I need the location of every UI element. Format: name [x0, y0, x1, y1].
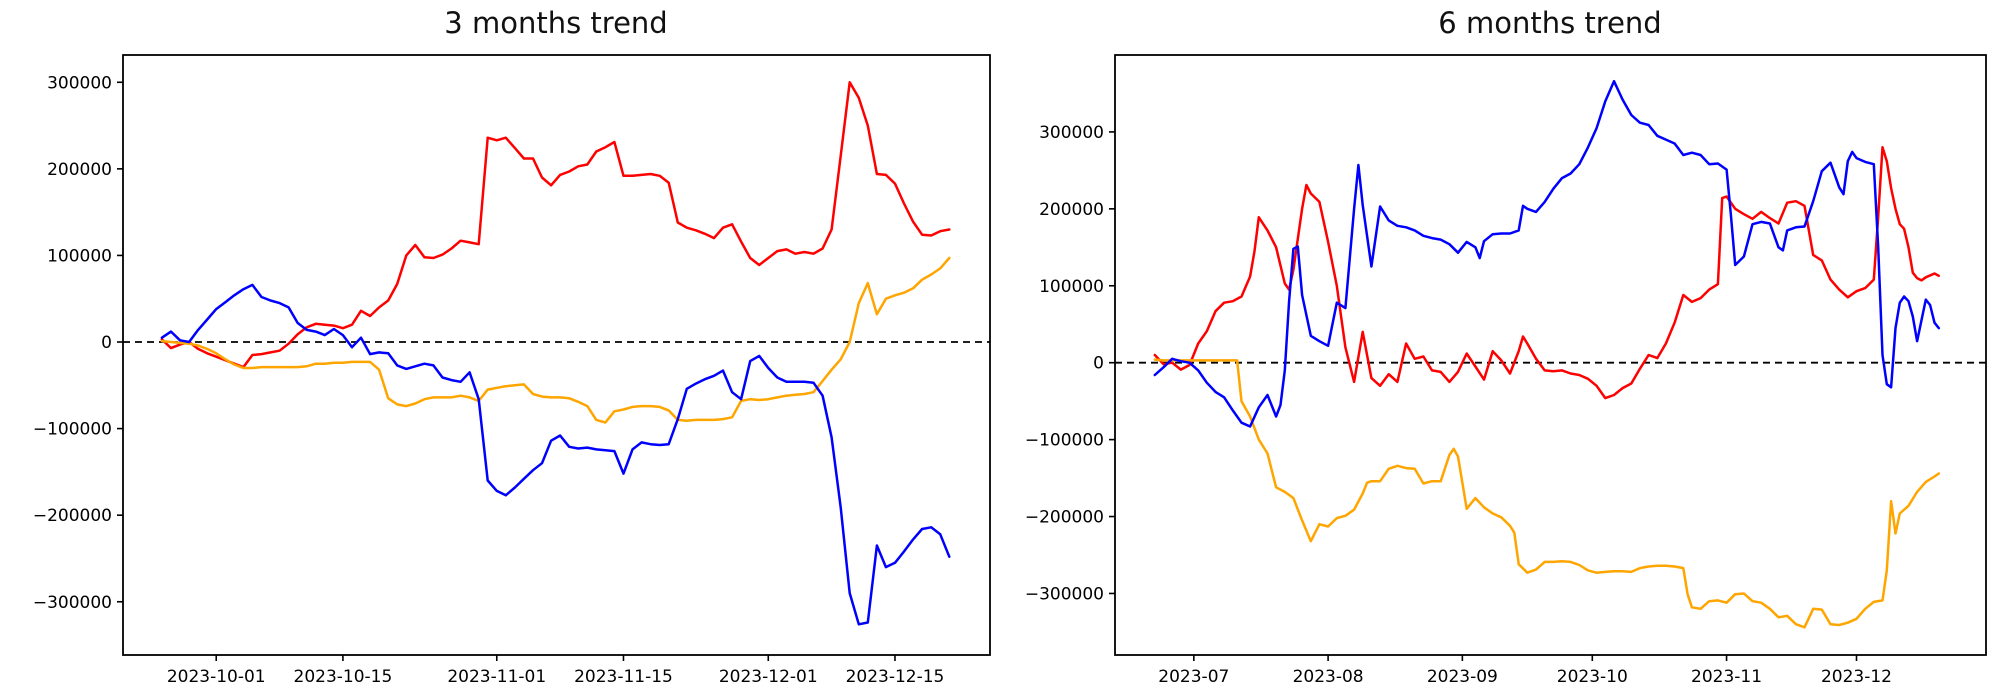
x-tick-label: 2023-11-01 — [447, 667, 546, 687]
red-series — [1153, 146, 1941, 400]
plot-border — [122, 54, 991, 656]
plot-border — [1114, 54, 1987, 656]
y-tick-label: 0 — [101, 333, 112, 353]
y-tick-label: 200000 — [47, 160, 112, 180]
x-tick-label: 2023-11-15 — [574, 667, 673, 687]
y-tick-label: −200000 — [33, 506, 112, 526]
y-tick-label: −300000 — [33, 593, 112, 613]
chart-title-6-months: 6 months trend — [1438, 6, 1662, 40]
y-tick-label: 100000 — [47, 246, 112, 266]
x-tick-label: 2023-12-15 — [846, 667, 945, 687]
y-tick-label: 300000 — [1039, 123, 1104, 143]
chart-title-3-months: 3 months trend — [444, 6, 668, 40]
y-tick-label: 0 — [1093, 354, 1104, 374]
x-tick-label: 2023-11 — [1691, 667, 1762, 687]
red-series — [160, 81, 951, 369]
orange-series — [160, 256, 951, 424]
x-tick-label: 2023-10-15 — [294, 667, 393, 687]
y-tick-label: 100000 — [1039, 277, 1104, 297]
blue-series — [160, 283, 951, 626]
y-tick-label: 300000 — [47, 73, 112, 93]
blue-series — [1153, 79, 1941, 428]
y-tick-label: −300000 — [1025, 584, 1104, 604]
x-tick-label: 2023-12-01 — [719, 667, 818, 687]
y-tick-label: −100000 — [1025, 431, 1104, 451]
x-tick-label: 2023-08 — [1293, 667, 1364, 687]
x-tick-label: 2023-12 — [1821, 667, 1892, 687]
x-tick-label: 2023-09 — [1427, 667, 1498, 687]
y-tick-label: −100000 — [33, 420, 112, 440]
x-tick-label: 2023-07 — [1158, 667, 1229, 687]
orange-series — [1153, 358, 1941, 629]
x-tick-label: 2023-10 — [1557, 667, 1628, 687]
y-tick-label: −200000 — [1025, 508, 1104, 528]
y-tick-label: 200000 — [1039, 200, 1104, 220]
x-tick-label: 2023-10-01 — [167, 667, 266, 687]
